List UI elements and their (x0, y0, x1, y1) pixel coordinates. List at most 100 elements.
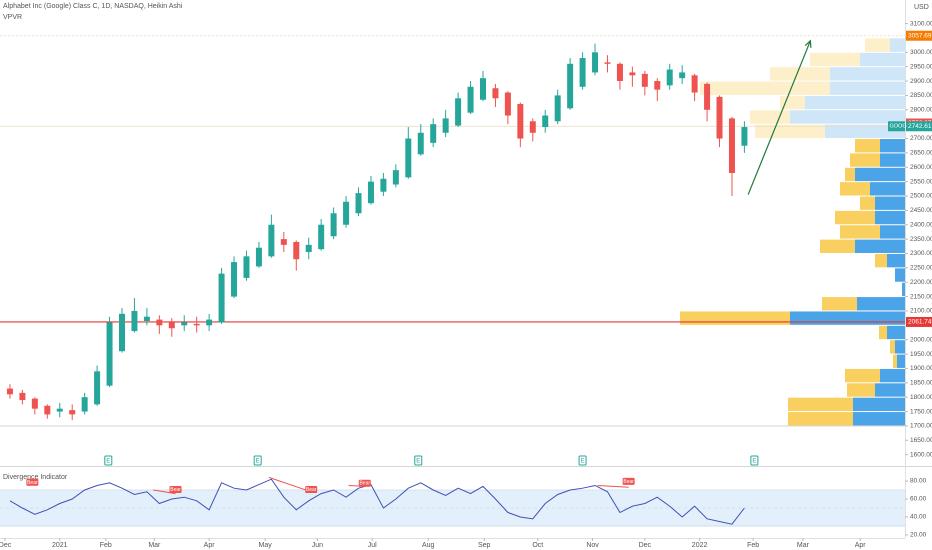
candle-body (330, 213, 337, 237)
candle-body (542, 115, 549, 128)
bear-label-box (305, 485, 318, 493)
profile-up-bar (855, 239, 905, 253)
y-tick-label: 3100.00 (910, 20, 932, 27)
y-tick-label: 2250.00 (910, 265, 932, 272)
indicator-y-tick-label: 60.00 (910, 496, 927, 503)
profile-up-bar (853, 412, 905, 426)
price-label: 2061.74 (908, 319, 932, 326)
earnings-label: E (106, 458, 110, 464)
chart-title: Alphabet Inc (Google) Class C, 1D, NASDA… (3, 3, 183, 10)
candle-body (616, 63, 623, 82)
divergence-line (268, 476, 312, 493)
candle-body (430, 124, 437, 143)
candle-body (355, 193, 362, 214)
candle-body (716, 96, 723, 139)
y-tick-label: 2850.00 (910, 92, 932, 99)
candle-body (704, 83, 711, 110)
bear-label: Bear (306, 487, 317, 493)
indicator-line (9, 478, 745, 525)
profile-down-bar (820, 239, 855, 253)
candle-body (6, 388, 13, 395)
profile-down-bar (840, 225, 880, 239)
profile-up-bar (902, 282, 905, 297)
y-tick-label: 1800.00 (910, 394, 932, 401)
currency-label: USD (914, 4, 929, 11)
candle-body (741, 127, 748, 146)
candle-body (31, 398, 38, 409)
candle-body (517, 104, 524, 139)
candle-body (106, 322, 113, 386)
y-tick-label: 2700.00 (910, 135, 932, 142)
x-tick-label: Nov (586, 542, 599, 549)
profile-up-bar (825, 124, 905, 139)
earnings-marker (414, 455, 423, 466)
candle-body (19, 392, 26, 401)
y-tick-label: 1900.00 (910, 365, 932, 372)
profile-down-bar (700, 81, 830, 95)
candle-body (255, 247, 262, 267)
profile-down-bar (750, 110, 790, 124)
candle-body (728, 118, 735, 174)
candle-body (231, 262, 238, 297)
earnings-marker (253, 455, 262, 466)
x-tick-label: Apr (204, 542, 216, 549)
x-tick-label: Aug (422, 542, 435, 549)
profile-down-bar (788, 397, 853, 412)
indicator-title: Divergence Indicator (3, 474, 68, 481)
profile-up-bar (887, 253, 905, 268)
candle-body (280, 239, 287, 245)
candle-body (118, 313, 125, 352)
profile-down-bar (865, 38, 890, 52)
candle-body (666, 69, 673, 86)
profile-up-bar (880, 225, 905, 239)
x-tick-label: 2021 (52, 542, 68, 549)
y-tick-label: 2300.00 (910, 250, 932, 257)
x-tick-label: Feb (100, 542, 112, 549)
earnings-marker (104, 455, 113, 466)
candle-body (94, 371, 101, 405)
profile-down-bar (835, 210, 875, 225)
x-tick-label: 2022 (692, 542, 708, 549)
y-tick-label: 2400.00 (910, 221, 932, 228)
price-label-box (906, 30, 932, 41)
y-tick-label: 1700.00 (910, 423, 932, 430)
earnings-label: E (416, 458, 420, 464)
y-tick-label: 1600.00 (910, 451, 932, 458)
candle-body (554, 95, 561, 122)
indicator-y-tick-label: 40.00 (910, 514, 927, 521)
bear-label-box (26, 478, 39, 486)
x-tick-label: Sep (478, 542, 491, 549)
profile-up-bar (880, 139, 905, 153)
candle-body (479, 78, 486, 100)
x-tick-label: Feb (747, 542, 759, 549)
candle-body (243, 256, 250, 278)
y-tick-label: 1650.00 (910, 437, 932, 444)
candle-body (467, 86, 474, 113)
candle-body (691, 75, 698, 93)
y-tick-label: 1950.00 (910, 351, 932, 358)
candle-body (529, 121, 536, 133)
profile-down-bar (810, 52, 860, 67)
earnings-marker (750, 455, 759, 466)
price-label-box (906, 121, 932, 132)
profile-up-bar (875, 383, 905, 397)
bear-label: Bear (359, 481, 370, 487)
trend-arrow (747, 40, 811, 195)
candle-body (168, 322, 175, 329)
profile-down-bar (850, 153, 880, 167)
x-tick-label: Mar (797, 542, 810, 549)
profile-up-bar (790, 110, 905, 124)
candle-body (380, 178, 387, 192)
candle-body (567, 63, 574, 109)
price-label: 3057.69 (908, 32, 932, 39)
candle-body (206, 319, 213, 326)
profile-up-bar (805, 95, 905, 110)
candle-body (193, 323, 200, 326)
y-tick-label: 1750.00 (910, 408, 932, 415)
candle-body (218, 273, 225, 323)
profile-down-bar (860, 196, 875, 210)
bear-label: Bear (27, 480, 38, 486)
y-tick-label: 3000.00 (910, 49, 932, 56)
x-tick-label: Apr (855, 542, 867, 549)
